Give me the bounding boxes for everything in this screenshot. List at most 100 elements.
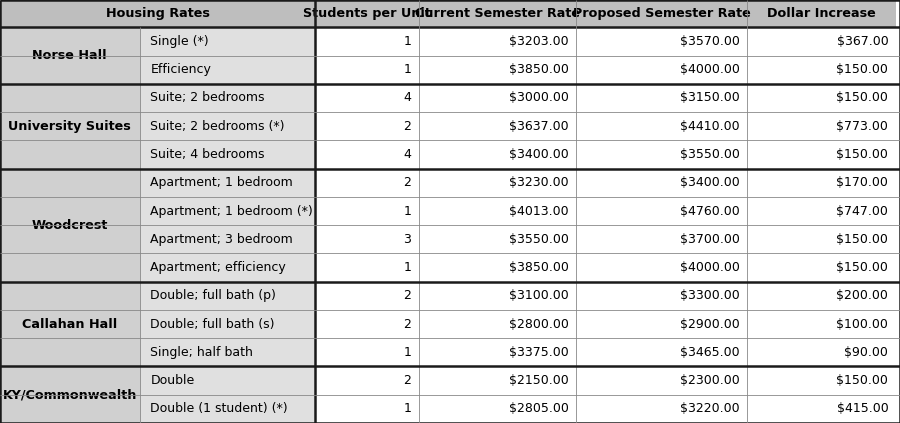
Bar — [418, 366, 576, 395]
Bar — [576, 225, 747, 253]
Bar — [140, 338, 315, 366]
Bar — [140, 366, 315, 395]
Text: 1: 1 — [403, 346, 411, 359]
Bar — [140, 310, 315, 338]
Bar — [140, 84, 315, 112]
Bar — [140, 112, 315, 140]
Bar — [576, 366, 747, 395]
Bar — [576, 0, 747, 27]
Bar — [747, 84, 896, 112]
Text: 1: 1 — [403, 35, 411, 48]
Bar — [315, 366, 419, 395]
Text: $3203.00: $3203.00 — [509, 35, 569, 48]
Bar — [315, 253, 419, 282]
Text: Apartment; efficiency: Apartment; efficiency — [150, 261, 286, 274]
Bar — [418, 338, 576, 366]
Bar — [747, 366, 896, 395]
Bar — [0, 27, 140, 84]
Bar — [315, 112, 419, 140]
Bar — [0, 169, 140, 282]
Bar — [747, 112, 896, 140]
Bar — [747, 338, 896, 366]
Bar — [576, 27, 747, 55]
Text: Students per Unit: Students per Unit — [302, 7, 431, 20]
Bar — [747, 225, 896, 253]
Text: $3100.00: $3100.00 — [509, 289, 569, 302]
Text: $3000.00: $3000.00 — [508, 91, 569, 104]
Bar — [140, 197, 315, 225]
Bar — [576, 282, 747, 310]
Text: $150.00: $150.00 — [836, 91, 888, 104]
Text: $3550.00: $3550.00 — [508, 233, 569, 246]
Text: $3375.00: $3375.00 — [509, 346, 569, 359]
Bar — [747, 310, 896, 338]
Bar — [315, 55, 419, 84]
Text: Suite; 4 bedrooms: Suite; 4 bedrooms — [150, 148, 265, 161]
Bar — [315, 140, 419, 169]
Text: $150.00: $150.00 — [836, 148, 888, 161]
Text: Double; full bath (s): Double; full bath (s) — [150, 318, 274, 330]
Text: 2: 2 — [403, 374, 411, 387]
Text: Apartment; 1 bedroom: Apartment; 1 bedroom — [150, 176, 293, 189]
Text: $3230.00: $3230.00 — [509, 176, 569, 189]
Text: $3700.00: $3700.00 — [680, 233, 740, 246]
Bar — [315, 197, 419, 225]
Bar — [418, 310, 576, 338]
Text: Dollar Increase: Dollar Increase — [767, 7, 876, 20]
Bar — [576, 338, 747, 366]
Bar — [315, 282, 419, 310]
Bar — [747, 0, 896, 27]
Text: 2: 2 — [403, 176, 411, 189]
Bar — [315, 27, 419, 55]
Text: Callahan Hall: Callahan Hall — [22, 318, 117, 330]
Bar — [576, 140, 747, 169]
Bar — [418, 55, 576, 84]
Bar — [747, 197, 896, 225]
Bar — [747, 169, 896, 197]
Text: Double: Double — [150, 374, 194, 387]
Bar — [747, 55, 896, 84]
Bar — [140, 169, 315, 197]
Bar — [315, 169, 419, 197]
Text: $3637.00: $3637.00 — [509, 120, 569, 133]
Text: Current Semester Rate: Current Semester Rate — [415, 7, 580, 20]
Text: $367.00: $367.00 — [837, 35, 888, 48]
Text: 2: 2 — [403, 289, 411, 302]
Bar — [0, 282, 140, 366]
Bar — [418, 253, 576, 282]
Bar — [418, 225, 576, 253]
Text: Woodcrest: Woodcrest — [32, 219, 108, 232]
Text: $150.00: $150.00 — [836, 261, 888, 274]
Text: $3570.00: $3570.00 — [680, 35, 740, 48]
Text: $4000.00: $4000.00 — [680, 63, 740, 76]
Bar — [315, 0, 419, 27]
Bar — [418, 197, 576, 225]
Bar — [576, 55, 747, 84]
Bar — [418, 27, 576, 55]
Bar — [418, 169, 576, 197]
Text: $90.00: $90.00 — [844, 346, 888, 359]
Text: 3: 3 — [403, 233, 411, 246]
Text: Double; full bath (p): Double; full bath (p) — [150, 289, 276, 302]
Text: 4: 4 — [403, 91, 411, 104]
Text: $3150.00: $3150.00 — [680, 91, 740, 104]
Text: $2150.00: $2150.00 — [509, 374, 569, 387]
Bar — [418, 282, 576, 310]
Text: Housing Rates: Housing Rates — [105, 7, 210, 20]
Bar — [576, 112, 747, 140]
Bar — [747, 395, 896, 423]
Bar — [140, 225, 315, 253]
Text: $2900.00: $2900.00 — [680, 318, 740, 330]
Text: 1: 1 — [403, 204, 411, 217]
Text: 2: 2 — [403, 318, 411, 330]
Bar — [315, 225, 419, 253]
Bar — [576, 310, 747, 338]
Text: $773.00: $773.00 — [836, 120, 888, 133]
Text: $170.00: $170.00 — [836, 176, 888, 189]
Text: University Suites: University Suites — [8, 120, 131, 133]
Text: Proposed Semester Rate: Proposed Semester Rate — [572, 7, 751, 20]
Bar — [418, 395, 576, 423]
Text: $415.00: $415.00 — [837, 402, 888, 415]
Text: 2: 2 — [403, 120, 411, 133]
Text: $747.00: $747.00 — [836, 204, 888, 217]
